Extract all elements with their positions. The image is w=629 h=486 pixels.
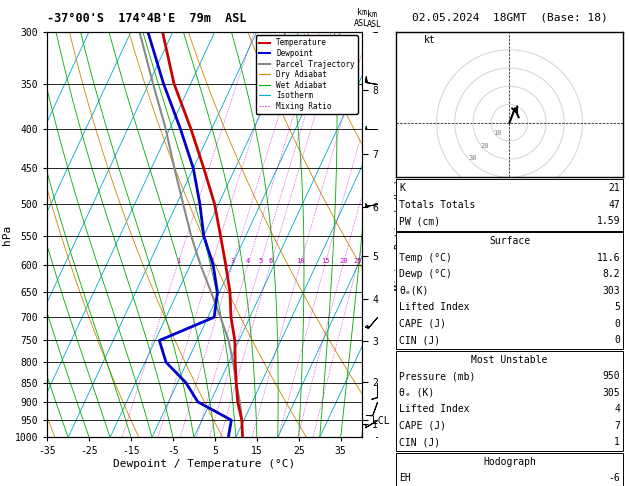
Text: 0: 0 — [615, 319, 620, 329]
Text: Dewp (°C): Dewp (°C) — [399, 269, 452, 279]
Text: 5: 5 — [615, 302, 620, 312]
Text: 11.6: 11.6 — [597, 253, 620, 262]
Text: 30: 30 — [468, 155, 477, 161]
Text: -6: -6 — [608, 473, 620, 483]
Text: -37°00'S  174°4B'E  79m  ASL: -37°00'S 174°4B'E 79m ASL — [47, 12, 247, 25]
Legend: Temperature, Dewpoint, Parcel Trajectory, Dry Adiabat, Wet Adiabat, Isotherm, Mi: Temperature, Dewpoint, Parcel Trajectory… — [255, 35, 358, 114]
Text: 25: 25 — [353, 258, 362, 263]
Text: CAPE (J): CAPE (J) — [399, 421, 447, 431]
Text: Hodograph: Hodograph — [483, 457, 536, 467]
Text: 15: 15 — [321, 258, 330, 263]
Text: © weatheronline.co.uk: © weatheronline.co.uk — [457, 469, 562, 479]
Text: 20: 20 — [481, 142, 489, 149]
Text: Surface: Surface — [489, 236, 530, 246]
Text: 0: 0 — [615, 335, 620, 345]
Text: CAPE (J): CAPE (J) — [399, 319, 447, 329]
Text: θₑ (K): θₑ (K) — [399, 388, 435, 398]
Text: 6: 6 — [269, 258, 273, 263]
X-axis label: Dewpoint / Temperature (°C): Dewpoint / Temperature (°C) — [113, 459, 296, 469]
Text: 5: 5 — [259, 258, 263, 263]
Text: 7: 7 — [615, 421, 620, 431]
Text: Pressure (mb): Pressure (mb) — [399, 371, 476, 381]
Text: Totals Totals: Totals Totals — [399, 200, 476, 209]
Text: 02.05.2024  18GMT  (Base: 18): 02.05.2024 18GMT (Base: 18) — [411, 12, 608, 22]
Text: 10: 10 — [493, 130, 501, 136]
Text: K: K — [399, 183, 405, 193]
Text: 21: 21 — [608, 183, 620, 193]
Text: 1: 1 — [175, 258, 180, 263]
Text: CIN (J): CIN (J) — [399, 335, 440, 345]
Text: 4: 4 — [246, 258, 250, 263]
Text: 47: 47 — [608, 200, 620, 209]
Text: 3: 3 — [231, 258, 235, 263]
Text: 2: 2 — [209, 258, 214, 263]
Y-axis label: hPa: hPa — [2, 225, 12, 244]
Text: 303: 303 — [603, 286, 620, 295]
Text: kt: kt — [424, 35, 435, 45]
Text: 4: 4 — [615, 404, 620, 414]
Text: 8.2: 8.2 — [603, 269, 620, 279]
Text: PW (cm): PW (cm) — [399, 216, 440, 226]
Y-axis label: Mixing Ratio (g/kg): Mixing Ratio (g/kg) — [395, 179, 405, 290]
Text: θₑ(K): θₑ(K) — [399, 286, 429, 295]
Text: Most Unstable: Most Unstable — [471, 355, 548, 364]
Text: 1.59: 1.59 — [597, 216, 620, 226]
Text: 1: 1 — [615, 437, 620, 447]
Text: km
ASL: km ASL — [367, 10, 382, 29]
Text: Temp (°C): Temp (°C) — [399, 253, 452, 262]
Text: Lifted Index: Lifted Index — [399, 404, 470, 414]
Text: EH: EH — [399, 473, 411, 483]
Text: km
ASL: km ASL — [354, 8, 369, 28]
Text: 305: 305 — [603, 388, 620, 398]
Text: CIN (J): CIN (J) — [399, 437, 440, 447]
Text: 20: 20 — [339, 258, 348, 263]
Text: 950: 950 — [603, 371, 620, 381]
Text: 10: 10 — [296, 258, 305, 263]
Text: Lifted Index: Lifted Index — [399, 302, 470, 312]
